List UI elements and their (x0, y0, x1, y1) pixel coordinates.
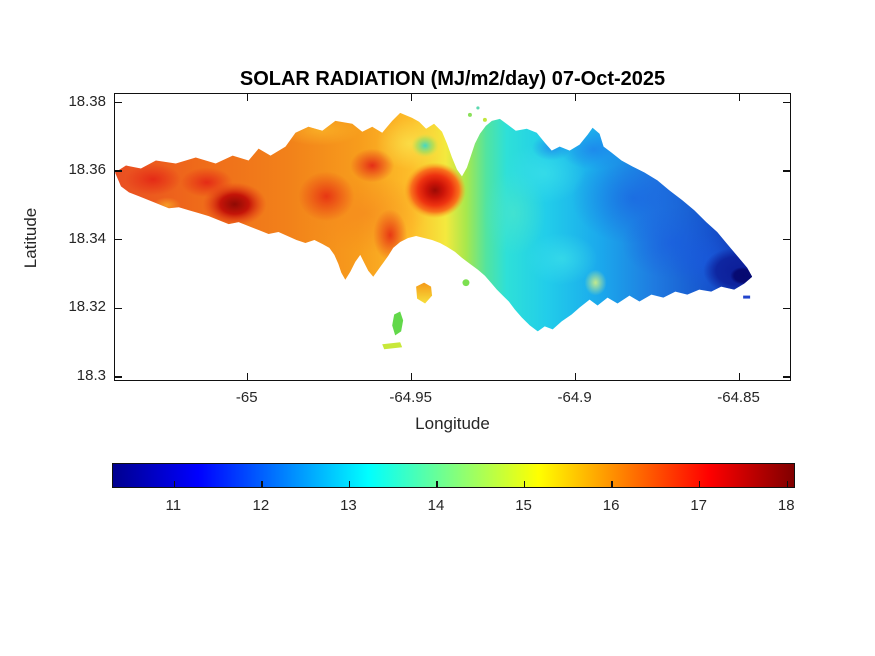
x-tick-mark (410, 373, 413, 380)
y-tick-mark (783, 239, 790, 241)
y-tick-label: 18.38 (68, 92, 106, 110)
x-tick-mark (247, 373, 249, 380)
colorbar-tick-label: 12 (252, 497, 270, 514)
y-tick-label: 18.34 (68, 229, 106, 247)
y-tick-mark (115, 307, 122, 309)
y-tick-mark (115, 170, 122, 172)
x-tick-mark (247, 94, 249, 101)
x-tick-mark (410, 94, 413, 101)
x-axis-label: Longitude (415, 414, 490, 433)
colorbar-tick-label: 13 (340, 497, 357, 514)
island-contour-map (115, 106, 753, 350)
colorbar-tick-mark (173, 481, 175, 487)
y-tick-label: 18.32 (68, 298, 106, 316)
offshore-islets (382, 106, 751, 350)
y-tick-mark (783, 376, 790, 378)
colorbar-tick-label: 15 (515, 497, 532, 514)
colorbar-tick-mark (611, 481, 613, 487)
x-tick-mark (574, 373, 577, 380)
x-tick-mark (738, 373, 741, 380)
y-tick-label: 18.36 (68, 161, 106, 179)
y-tick-mark (783, 170, 790, 172)
colorbar-tick-label: 16 (602, 497, 620, 514)
colorbar-tick-mark (786, 481, 788, 487)
chart-title: SOLAR RADIATION (MJ/m2/day) 07-Oct-2025 (239, 68, 666, 90)
y-tick-mark (783, 307, 790, 309)
colorbar-tick-mark (261, 481, 263, 487)
x-tick-label: -64.9 (557, 389, 592, 406)
y-tick-mark (783, 101, 790, 104)
island-fill-layers (115, 112, 753, 332)
colorbar-tick-mark (348, 481, 351, 487)
y-tick-mark (115, 239, 122, 241)
colorbar-tick-mark (523, 481, 526, 487)
colorbar-tick-mark (698, 481, 701, 487)
x-tick-label: -65 (235, 389, 258, 406)
y-tick-mark (115, 101, 122, 104)
y-tick-mark (115, 376, 122, 378)
colorbar-tick-label: 11 (165, 497, 182, 514)
colorbar (112, 463, 795, 488)
x-tick-mark (574, 94, 577, 101)
colorbar-tick-label: 18 (777, 497, 795, 514)
plot-area (114, 93, 791, 381)
y-axis-label: Latitude (21, 207, 40, 269)
y-tick-label: 18.3 (76, 366, 106, 384)
x-tick-label: -64.85 (717, 389, 760, 406)
x-tick-mark (738, 94, 741, 101)
colorbar-tick-mark (436, 481, 438, 487)
x-tick-label: -64.95 (389, 389, 432, 406)
colorbar-tick-label: 17 (690, 497, 708, 514)
colorbar-tick-label: 14 (427, 497, 445, 514)
